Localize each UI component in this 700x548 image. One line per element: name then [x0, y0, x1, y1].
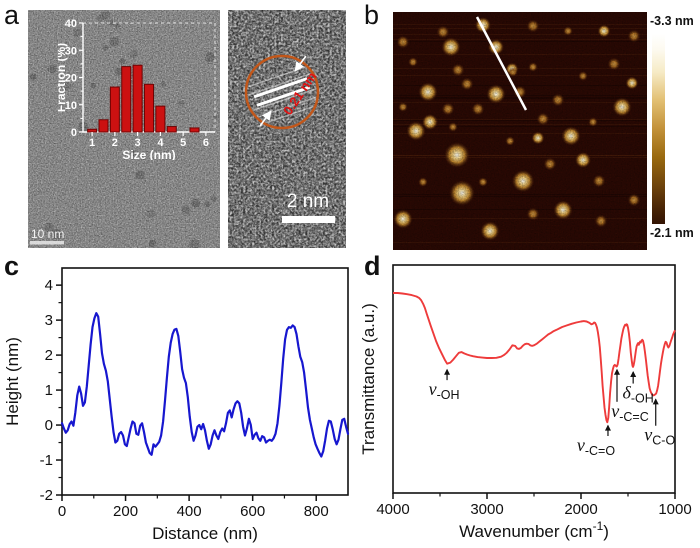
x-tick-label: 4000	[376, 501, 409, 518]
histogram-xlabel: Size (nm)	[122, 148, 175, 160]
tem-scalebar-label: 10 nm	[31, 227, 64, 241]
x-axis-label: Wavenumber (cm-1)	[459, 519, 609, 541]
upper-arrow	[294, 55, 307, 72]
x-tick-label: 2000	[564, 501, 597, 518]
tem-scalebar	[30, 241, 64, 245]
x-tick-label: 1000	[658, 501, 691, 518]
y-tick-label: 40	[65, 18, 77, 30]
histogram-bar	[87, 128, 98, 133]
profile-section-line	[475, 16, 528, 111]
y-tick-label: 10	[65, 100, 77, 112]
colorbar-min-label: -2.1 nm	[650, 226, 694, 240]
histogram-bar	[144, 83, 154, 133]
panel-b-label: b	[364, 0, 380, 30]
histogram-bar	[109, 86, 120, 133]
histogram-bar	[132, 64, 143, 133]
lattice-marker-lines	[253, 77, 311, 107]
x-tick-label: 0	[58, 503, 66, 520]
panel-c-label: c	[4, 251, 20, 281]
annotation-label: νC-O	[644, 425, 675, 448]
tem-texture: 10 nm	[28, 10, 220, 248]
annotation-label: δ-OH	[623, 383, 654, 406]
afm-texture	[393, 12, 647, 250]
panel-d-label: d	[364, 251, 381, 281]
x-tick-label: 2	[112, 137, 118, 149]
y-tick-label: -2	[40, 487, 53, 504]
particle-circle-annotation	[244, 54, 320, 130]
histogram-bar	[189, 127, 200, 133]
y-axis-label: Height (nm)	[3, 337, 22, 426]
histogram-ylabel: Fraction (%)	[58, 43, 68, 112]
histogram-bar	[166, 126, 177, 133]
x-tick-label: 3000	[470, 501, 503, 518]
histogram-bar	[121, 66, 132, 133]
hrtem-scalebar	[282, 216, 335, 223]
tem-image: 10 nm	[28, 10, 220, 248]
x-tick-label: 600	[240, 503, 265, 520]
y-tick-label: 1	[45, 382, 53, 399]
x-tick-label: 1	[89, 137, 95, 149]
y-tick-label: 20	[65, 73, 77, 85]
histogram-bar	[98, 119, 109, 133]
y-tick-label: 30	[65, 45, 77, 57]
x-tick-label: 800	[304, 503, 329, 520]
x-axis-label: Distance (nm)	[152, 524, 258, 543]
y-tick-label: 0	[71, 127, 77, 139]
afm-colorbar	[652, 34, 665, 224]
x-tick-label: 6	[203, 137, 209, 149]
ftir-chart: 4000 3000 2000 1000 ν-OH ν-C=O ν-C=Cδ-OH νC-O Wa…	[360, 264, 692, 541]
hrtem-scalebar-label: 2 nm	[287, 191, 329, 212]
y-tick-label: 4	[45, 277, 53, 294]
size-histogram-chart: 1 2 3 4 5 6 0 10 20 30 40 Size (nm) Fraction (%)	[58, 18, 216, 160]
x-tick-label: 400	[177, 503, 202, 520]
x-tick-label: 3	[135, 137, 141, 149]
hrtem-image: 0.21 nm 2 nm	[228, 10, 346, 248]
ftir-curve	[393, 292, 676, 424]
y-axis-label: Transmittance (a.u.)	[360, 303, 378, 454]
x-tick-label: 4	[157, 137, 164, 149]
histogram-frame	[83, 22, 216, 132]
x-tick-label: 5	[180, 137, 186, 149]
y-tick-label: 2	[45, 347, 53, 364]
colorbar-max-label: -3.3 nm	[650, 14, 694, 28]
hrtem-texture: 0.21 nm 2 nm	[228, 10, 346, 248]
height-profile-chart: 0 200 400 600 800 -2 -1 0 1 2 3 4 Distance (nm) Heigh…	[3, 267, 350, 543]
annotation-label: ν-C=C	[611, 401, 649, 424]
y-tick-label: 3	[45, 312, 53, 329]
x-tick-label: 200	[113, 503, 138, 520]
histogram-bar	[155, 105, 166, 133]
lower-arrow	[259, 110, 272, 127]
height-profile-curve	[60, 311, 350, 458]
panel-a-label: a	[4, 0, 20, 30]
y-tick-label: 0	[45, 417, 53, 434]
plot-frame	[61, 267, 349, 496]
y-tick-label: -1	[40, 452, 53, 469]
annotation-label: ν-C=O	[577, 435, 615, 458]
afm-image	[393, 12, 647, 250]
annotation-label: ν-OH	[429, 379, 460, 402]
